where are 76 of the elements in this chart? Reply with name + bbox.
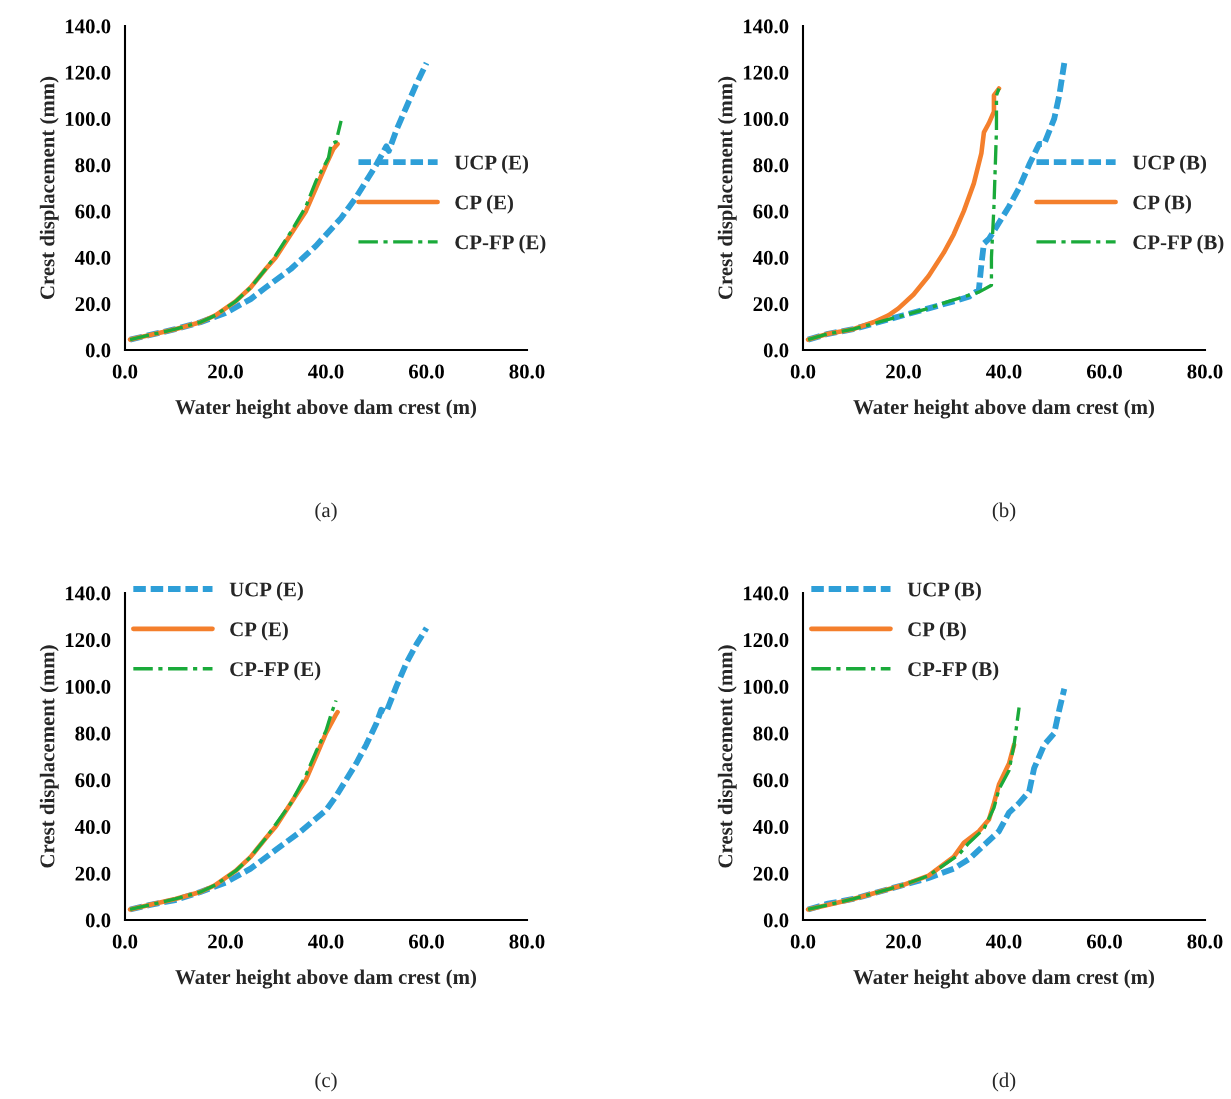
x-tick-label: 60.0 [1086,364,1122,379]
legend-label: CP (B) [1133,194,1191,214]
x-tick-label: 80.0 [509,934,545,949]
x-tick-label: 0.0 [112,934,138,949]
x-tick-label: 20.0 [208,364,243,379]
x-tick-label: 0.0 [790,934,816,949]
x-tick-label: 60.0 [408,364,444,379]
x-axis-title: Water height above dam crest (m) [175,399,477,419]
y-tick-label: 80.0 [753,158,789,173]
text: (d) [992,1072,1016,1092]
x-axis-title: Water height above dam crest (m) [853,399,1155,419]
y-tick-label: 80.0 [75,158,111,173]
legend-label: UCP (B) [907,581,981,601]
legend-label: CP (B) [908,621,966,641]
y-tick-label: 0.0 [85,343,111,358]
x-tick-label: 20.0 [886,364,921,379]
y-tick-label: 100.0 [65,111,111,127]
y-tick-label: 100.0 [743,111,789,127]
legend-label: CP-FP (B) [908,661,999,681]
legend-label: CP-FP (E) [230,661,321,681]
text: (a) [315,502,337,522]
x-tick-label: 60.0 [408,934,444,949]
y-tick-label: 140.0 [65,586,111,601]
y-tick-label: 140.0 [65,19,111,34]
y-tick-label: 60.0 [75,204,111,219]
y-tick-label: 60.0 [753,204,789,219]
y-axis-title: Crest displacement (mm) [39,76,59,300]
y-tick-label: 0.0 [763,343,789,358]
legend-label: CP (E) [455,194,513,214]
x-tick-label: 40.0 [308,934,344,949]
legend-label: UCP (E) [454,154,529,174]
y-tick-label: 100.0 [743,679,789,694]
y-tick-label: 40.0 [74,250,111,265]
y-tick-label: 40.0 [74,819,111,835]
text: (c) [315,1072,337,1092]
text: (b) [992,502,1016,522]
y-tick-label: 20.0 [753,866,789,881]
y-tick-label: 60.0 [75,773,111,788]
legend-label: UCP (B) [1132,154,1207,174]
y-tick-label: 0.0 [763,913,789,928]
y-tick-label: 40.0 [752,250,789,265]
x-axis-title: Water height above dam crest (m) [175,969,477,989]
x-tick-label: 40.0 [308,364,344,379]
y-tick-label: 0.0 [85,913,111,928]
y-axis-title: Crest displacement (mm) [717,76,737,300]
x-tick-label: 20.0 [886,934,921,949]
legend-label: UCP (E) [229,581,303,601]
y-tick-label: 140.0 [743,586,789,601]
y-tick-label: 120.0 [65,633,111,648]
y-tick-label: 80.0 [75,726,111,741]
x-tick-label: 0.0 [112,364,138,379]
y-axis-title: Crest displacement (mm) [717,645,737,868]
x-tick-label: 80.0 [1187,364,1223,379]
legend-label: CP (E) [230,621,288,641]
x-tick-label: 40.0 [986,364,1022,379]
x-tick-label: 80.0 [509,364,545,379]
x-tick-label: 80.0 [1187,934,1223,949]
legend-label: CP-FP (B) [1133,234,1224,254]
x-tick-label: 0.0 [790,364,816,379]
y-tick-label: 120.0 [743,65,789,80]
y-tick-label: 100.0 [65,679,111,694]
legend-label: CP-FP (E) [455,234,546,254]
x-tick-label: 20.0 [208,934,243,949]
y-tick-label: 60.0 [753,773,789,788]
y-tick-label: 80.0 [753,726,789,741]
y-tick-label: 40.0 [752,819,789,835]
y-tick-label: 120.0 [743,633,789,648]
x-tick-label: 40.0 [986,934,1022,949]
y-tick-label: 140.0 [743,19,789,34]
y-tick-label: 20.0 [75,866,111,881]
x-axis-title: Water height above dam crest (m) [853,969,1155,989]
y-tick-label: 120.0 [65,65,111,80]
y-tick-label: 20.0 [75,297,111,312]
y-tick-label: 20.0 [753,297,789,312]
x-tick-label: 60.0 [1086,934,1122,949]
y-axis-title: Crest displacement (mm) [39,645,59,868]
